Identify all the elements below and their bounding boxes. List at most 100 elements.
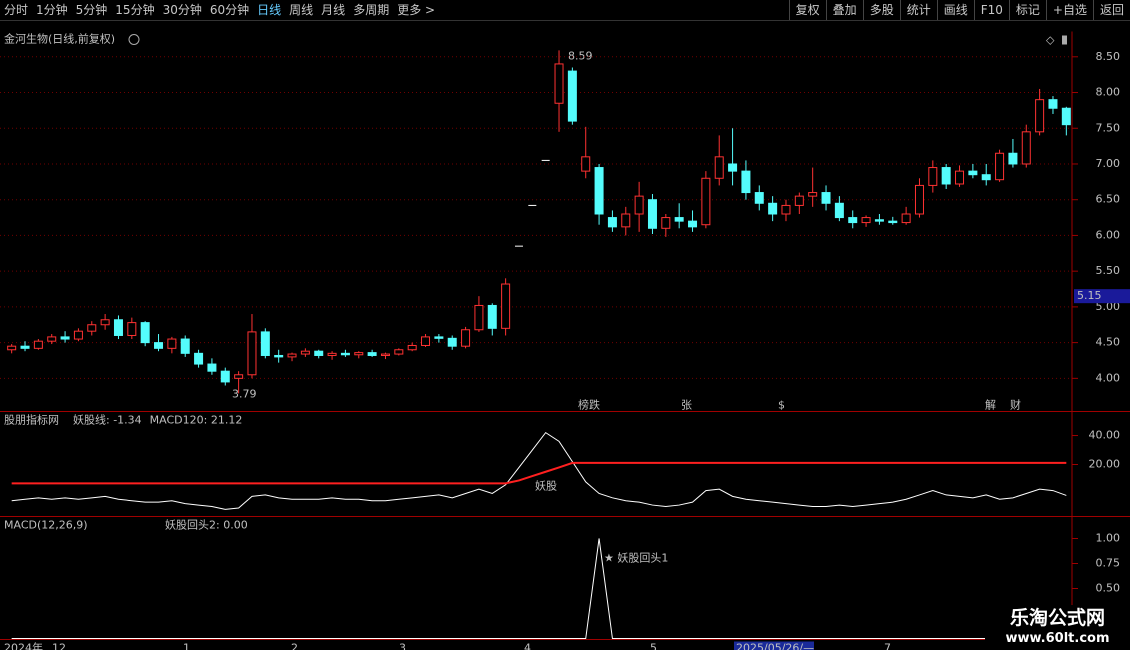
tool-button[interactable]: 叠加 [825, 0, 863, 20]
period-tab[interactable]: 60分钟 [209, 3, 250, 17]
legend-item: 妖股线: -1.34 [73, 413, 142, 427]
marker[interactable]: 张 [681, 399, 692, 412]
tool-button[interactable]: F10 [973, 0, 1009, 20]
period-tab[interactable]: 15分钟 [115, 3, 155, 17]
candle-body [260, 331, 270, 356]
y-tick-label: 8.00 [1096, 86, 1121, 99]
candle-body [941, 167, 951, 185]
price-label: 5.15 [1077, 289, 1102, 302]
candle-body [955, 170, 965, 185]
candle-body [487, 304, 497, 329]
marker[interactable]: 财 [1010, 398, 1021, 412]
tool-button[interactable]: +自选 [1045, 0, 1093, 20]
period-tab[interactable]: 更多 > [397, 3, 436, 17]
time-label: 2024年 [4, 641, 43, 650]
candle-body [754, 192, 764, 204]
candle-body [73, 330, 83, 340]
candle-body [287, 353, 297, 358]
date-highlight [734, 641, 814, 650]
candle-body [87, 324, 97, 332]
indicator-line [11, 461, 1067, 485]
period-tab[interactable]: 周线 [289, 3, 314, 17]
candle-body [7, 345, 17, 351]
candle-body [1008, 152, 1018, 165]
candle-body [1035, 99, 1045, 133]
period-tab[interactable]: 5分钟 [75, 3, 108, 17]
time-label: 4 [524, 642, 531, 650]
time-label: 2 [291, 642, 298, 650]
candle-body [207, 363, 217, 372]
candle-body [554, 63, 564, 104]
panel-title: 股朋指标网 [4, 413, 59, 427]
time-label: 1 [183, 642, 190, 650]
toolbar: 分时 1分钟 5分钟 15分钟 30分钟 60分钟 日线 周线 月线 多周期 更多 > 复权 叠加 多股统… [0, 0, 1130, 21]
candle-body [821, 192, 831, 204]
candle-body [1021, 131, 1031, 165]
candle-body [247, 331, 257, 376]
candle-body [354, 352, 364, 356]
price-box [1074, 289, 1130, 304]
time-label: 2025/05/26/— [736, 642, 814, 650]
candle-body [60, 336, 70, 340]
indicator-line [11, 431, 1067, 510]
indicator-line [11, 538, 1067, 639]
candle-body [180, 338, 190, 354]
watermark-name: 乐淘公式网 [1009, 607, 1105, 629]
annotation: 妖股 [535, 479, 557, 493]
y-tick-label: 6.00 [1096, 228, 1121, 241]
period-tab[interactable]: 分时 [4, 3, 29, 17]
candle-body [647, 199, 657, 229]
legend-item: 妖股回头2: 0.00 [165, 518, 248, 532]
marker[interactable]: 解 [985, 398, 996, 412]
candle-body [928, 167, 938, 186]
tool-button[interactable]: 统计 [899, 0, 937, 20]
candle-body [100, 319, 110, 326]
tool-button[interactable]: 标记 [1008, 0, 1046, 20]
candle-body [674, 217, 684, 222]
y-tick-label: 20.00 [1089, 458, 1121, 471]
tool-button[interactable]: 画线 [936, 0, 974, 20]
candle-body [380, 353, 390, 356]
candle-body [421, 336, 431, 346]
y-tick-label: 6.50 [1096, 193, 1121, 206]
candle-body [808, 192, 818, 197]
tool-button[interactable]: 多股 [862, 0, 900, 20]
y-tick-label: 8.50 [1096, 50, 1121, 63]
candle-body [340, 352, 350, 356]
candle-body [714, 156, 724, 179]
candle-body [581, 156, 591, 172]
candle-body [861, 217, 871, 224]
candle-body [901, 213, 911, 224]
chart: ◇ 金河生物(日线,前复权) 8.59 3.79 榜跌 张 $ 解 财 妖股 ★… [0, 31, 1130, 650]
tool-button[interactable]: 返回 [1092, 0, 1130, 20]
marker[interactable]: $ [778, 399, 785, 412]
candle-body [634, 195, 644, 215]
period-tab[interactable]: 多周期 [353, 3, 390, 17]
time-label: 3 [399, 642, 406, 650]
tool-button[interactable]: 复权 [788, 0, 826, 20]
candle-body [567, 70, 577, 122]
y-tick-label: 0.50 [1096, 582, 1121, 595]
y-tick-label: 1.00 [1096, 532, 1121, 545]
period-tabs: 分时 1分钟 5分钟 15分钟 30分钟 60分钟 日线 周线 月线 多周期 更多 > [0, 0, 439, 20]
y-tick-label: 7.00 [1096, 157, 1121, 170]
icon[interactable] [1062, 35, 1067, 45]
y-tick-label: 4.50 [1096, 336, 1121, 349]
period-tab[interactable]: 1分钟 [36, 3, 68, 17]
time-label: 12 [52, 642, 66, 650]
icon[interactable]: ◇ [1046, 34, 1055, 47]
candle-body [461, 329, 471, 347]
candle-body [220, 370, 230, 383]
candle-body [607, 217, 617, 228]
period-tab[interactable]: 30分钟 [162, 3, 202, 17]
marker[interactable]: 榜跌 [578, 398, 600, 412]
candle-body [741, 170, 751, 194]
candle-body [447, 337, 457, 347]
candle-body [47, 336, 57, 342]
candle-body [981, 174, 991, 181]
menu-icon[interactable] [128, 34, 140, 45]
candle-body [874, 219, 884, 222]
period-tab[interactable]: 月线 [321, 3, 346, 17]
annotation: ★ 妖股回头1 [604, 551, 668, 565]
period-tab[interactable]: 日线 [257, 3, 282, 17]
